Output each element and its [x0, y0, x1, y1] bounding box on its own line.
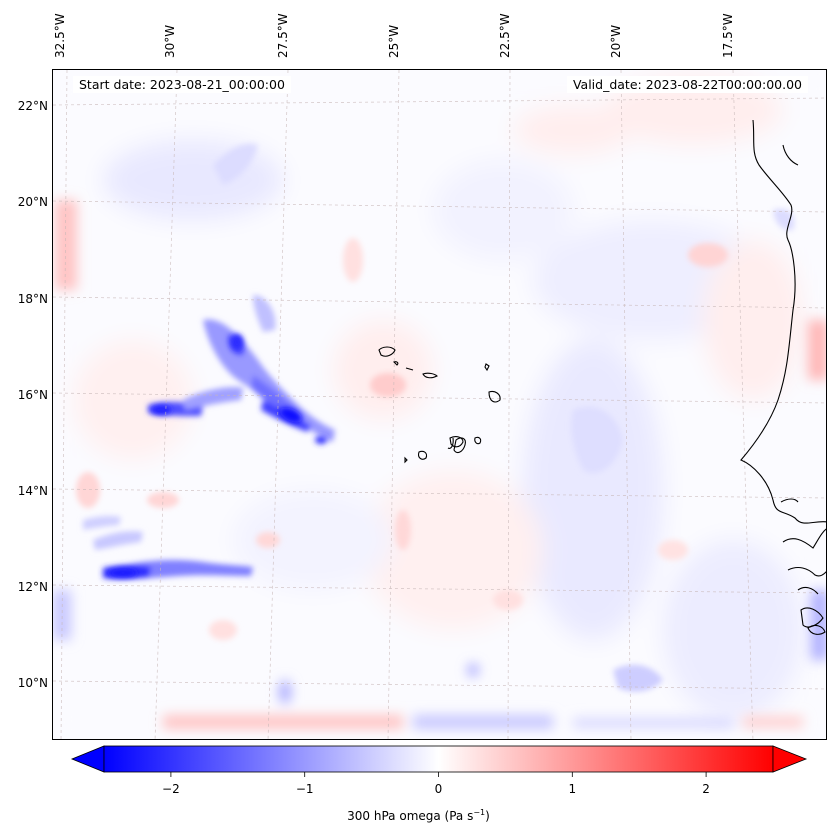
background-patches	[53, 70, 826, 739]
omega-field	[53, 70, 826, 739]
lat-label-10n: 10°N	[17, 676, 48, 690]
lon-label-17.5w: 17.5°W	[721, 13, 735, 58]
cbar-tick-label: 0	[434, 782, 443, 796]
lat-label-14n: 14°N	[17, 484, 48, 498]
lon-label-20w: 20°W	[609, 24, 623, 58]
lat-label-16n: 16°N	[17, 388, 48, 402]
colorbar-title-main: 300 hPa omega (Pa s	[347, 809, 474, 823]
cbar-tick-label: 1	[568, 782, 577, 796]
lon-label-32.5w: 32.5°W	[53, 13, 67, 58]
colorbar-extend-right	[772, 745, 808, 773]
lon-label-22.5w: 22.5°W	[498, 13, 512, 58]
african-coastline	[740, 119, 826, 635]
ascending-features	[76, 238, 728, 640]
edge-features	[53, 200, 826, 729]
colorbar	[70, 745, 808, 777]
cape-verde-islands	[378, 346, 501, 464]
colorbar-ticks	[170, 772, 707, 777]
cbar-tick-label: 2	[702, 782, 710, 796]
gridlines	[53, 70, 826, 739]
map-canvas	[52, 69, 827, 740]
lat-label-22n: 22°N	[17, 99, 48, 113]
colorbar-title-end: )	[485, 809, 490, 823]
colorbar-title-sup: −1	[473, 808, 486, 817]
colorbar-title: 300 hPa omega (Pa s−1)	[0, 808, 837, 823]
colorbar-bar	[103, 745, 774, 773]
colorbar-extend-left	[70, 745, 105, 773]
lon-label-30w: 30°W	[163, 24, 177, 58]
lon-label-25w: 25°W	[387, 24, 401, 58]
lon-label-27.5w: 27.5°W	[276, 13, 290, 58]
lat-label-18n: 18°N	[17, 292, 48, 306]
cbar-tick-label: −2	[162, 782, 180, 796]
valid-date-label: Valid_date: 2023-08-22T00:00:00.00	[566, 76, 808, 93]
lat-label-20n: 20°N	[17, 195, 48, 209]
cbar-tick-label: −1	[295, 782, 314, 796]
start-date-label: Start date: 2023-08-21_00:00:00	[73, 76, 291, 93]
lat-label-12n: 12°N	[17, 580, 48, 594]
